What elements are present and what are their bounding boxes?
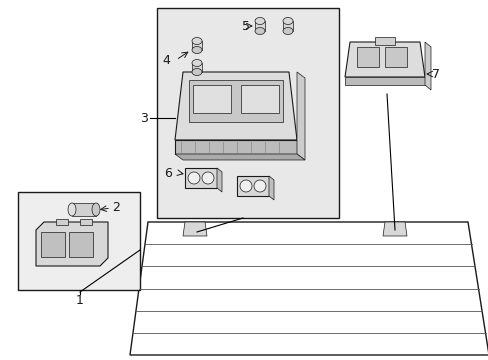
Ellipse shape — [254, 27, 264, 35]
Bar — [157, 8, 338, 218]
Polygon shape — [175, 154, 305, 160]
Bar — [41, 232, 65, 257]
Bar — [69, 232, 93, 257]
Text: 6: 6 — [164, 166, 172, 180]
Text: 7: 7 — [431, 68, 439, 81]
Bar — [283, 21, 292, 31]
Polygon shape — [424, 42, 430, 90]
Ellipse shape — [283, 18, 292, 24]
Bar — [192, 63, 202, 72]
Bar — [18, 192, 140, 290]
Polygon shape — [183, 222, 206, 236]
Ellipse shape — [92, 203, 100, 216]
Bar — [374, 37, 394, 45]
Ellipse shape — [192, 37, 202, 45]
Polygon shape — [36, 222, 108, 266]
Bar — [193, 85, 230, 113]
Bar — [189, 80, 283, 122]
Ellipse shape — [68, 203, 76, 216]
Text: 2: 2 — [112, 201, 120, 213]
Polygon shape — [345, 42, 424, 77]
Bar — [384, 47, 406, 67]
Bar — [241, 85, 279, 113]
Ellipse shape — [192, 46, 202, 54]
Polygon shape — [130, 222, 488, 355]
Ellipse shape — [254, 18, 264, 24]
Polygon shape — [175, 72, 296, 140]
Text: 1: 1 — [76, 293, 84, 306]
Bar — [72, 203, 96, 216]
Polygon shape — [217, 168, 222, 192]
Ellipse shape — [283, 27, 292, 35]
Bar — [80, 219, 92, 225]
Ellipse shape — [240, 180, 251, 192]
Bar — [192, 41, 202, 50]
Text: 3: 3 — [140, 112, 148, 125]
Polygon shape — [268, 176, 273, 200]
Bar — [237, 176, 268, 196]
Polygon shape — [345, 77, 424, 85]
Bar — [254, 21, 264, 31]
Text: 4: 4 — [162, 54, 170, 67]
Polygon shape — [175, 140, 296, 154]
Ellipse shape — [192, 68, 202, 76]
Bar — [356, 47, 378, 67]
Ellipse shape — [187, 172, 200, 184]
Ellipse shape — [253, 180, 265, 192]
Polygon shape — [382, 222, 406, 236]
Ellipse shape — [202, 172, 214, 184]
Bar — [56, 219, 68, 225]
Text: 5: 5 — [242, 19, 249, 32]
Ellipse shape — [192, 59, 202, 67]
Polygon shape — [296, 72, 305, 160]
Bar — [184, 168, 217, 188]
